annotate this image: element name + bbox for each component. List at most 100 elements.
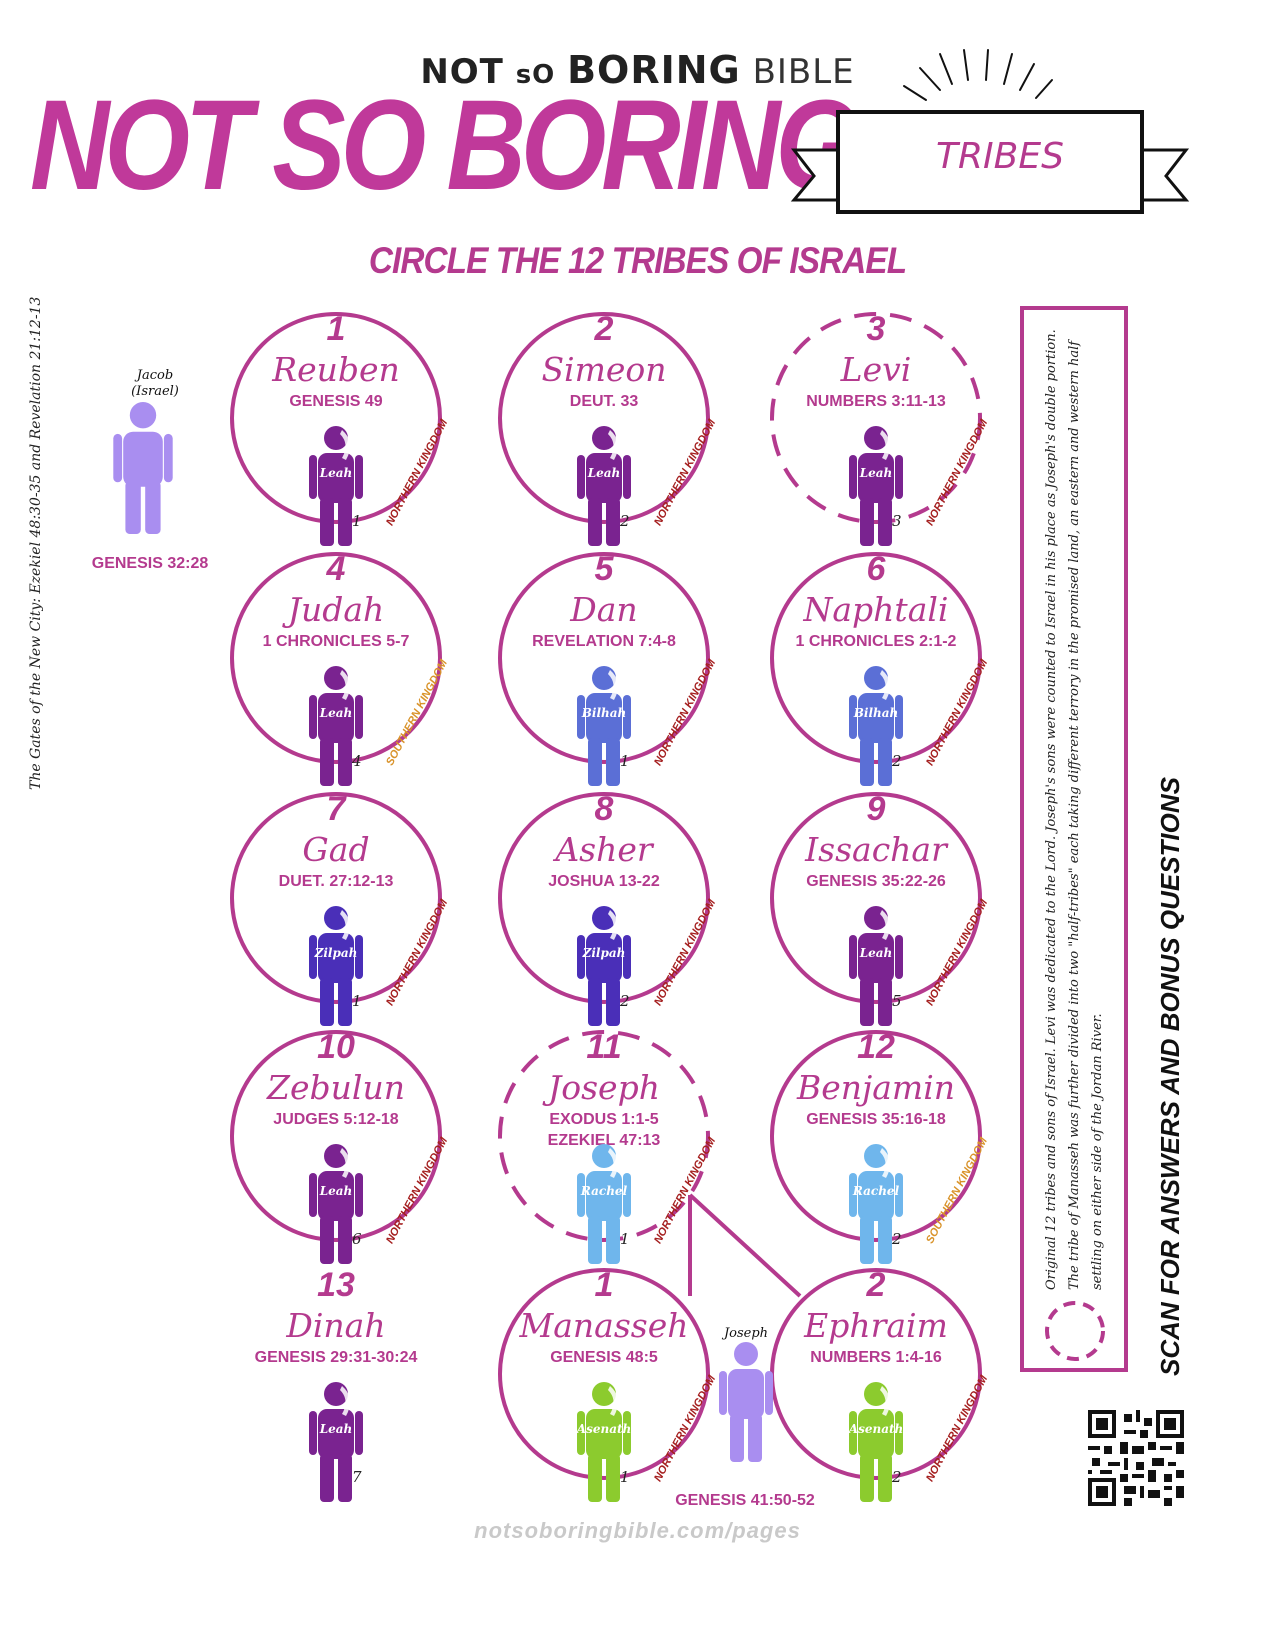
birth-order: 7 [352, 1468, 362, 1486]
tribe-circle[interactable] [494, 1026, 714, 1246]
mother-figure-icon [309, 666, 363, 786]
tribe-circle[interactable] [226, 548, 446, 768]
tribe-circle[interactable] [494, 1264, 714, 1484]
birth-order: 2 [892, 1468, 902, 1486]
tribe-number: 3 [866, 310, 886, 348]
tribe-circle[interactable] [766, 1026, 986, 1246]
mother-figure-icon [849, 666, 903, 786]
mother-name: Leah [319, 1184, 353, 1198]
mother-name: Rachel [580, 1184, 628, 1198]
birth-order: 1 [352, 512, 362, 530]
tribe-name: Ephraim [804, 1306, 948, 1345]
tribe-number: 1 [326, 310, 346, 348]
jacob-label: Jacob (Israel) [120, 368, 190, 400]
tribe-name: Naphtali [803, 590, 949, 629]
tribe-circle[interactable] [766, 308, 986, 528]
birth-order: 2 [892, 752, 902, 770]
tribe-number: 12 [857, 1028, 895, 1066]
tribe-name: Judah [287, 590, 385, 629]
tribe-reference: GENESIS 35:16-18 [806, 1111, 946, 1128]
page-title: NOT SO BORING [30, 74, 861, 217]
tribe-reference: JOSHUA 13-22 [548, 873, 660, 890]
tribe-number: 5 [594, 550, 614, 588]
birth-order: 2 [620, 512, 630, 530]
banner-label: TRIBES [936, 136, 1064, 177]
brand-part-2: sO [515, 60, 556, 90]
tribe-circle[interactable] [494, 548, 714, 768]
mother-name: Zilpah [582, 946, 626, 960]
birth-order: 1 [352, 992, 362, 1010]
brand-part-3: BORING [567, 48, 741, 92]
joseph-label: Joseph [723, 1326, 769, 1341]
mother-name: Asenath [848, 1422, 904, 1436]
mother-name: Asenath [576, 1422, 632, 1436]
mother-figure-icon [849, 1144, 903, 1264]
side-reference-text: The Gates of the New City: Ezekiel 48:30… [28, 296, 44, 790]
mother-name: Leah [587, 466, 621, 480]
tribe-circle[interactable] [226, 308, 446, 528]
tribe-circle[interactable] [766, 788, 986, 1008]
scan-prompt: SCAN FOR ANSWERS AND BONUS QUESTIONS [1155, 777, 1185, 1376]
mother-figure-icon [849, 1382, 903, 1502]
joseph-reference: GENESIS 41:50-52 [675, 1492, 815, 1509]
mother-figure-icon [577, 1382, 631, 1502]
tribe-number: 7 [326, 790, 346, 828]
tribe-circle[interactable] [226, 1026, 446, 1246]
qr-code-icon[interactable] [1088, 1410, 1184, 1506]
tribe-name: Benjamin [796, 1068, 956, 1107]
mother-name: Rachel [852, 1184, 900, 1198]
tribe-reference: EXODUS 1:1-5 [549, 1111, 659, 1128]
mother-name: Leah [319, 466, 353, 480]
tribe-number: 2 [594, 310, 614, 348]
tribe-number: 9 [866, 790, 886, 828]
tribe-number: 2 [866, 1266, 886, 1304]
tribe-name: Manasseh [519, 1306, 689, 1345]
jacob-name: Jacob [136, 368, 174, 383]
tribe-name: Zebulun [267, 1068, 405, 1107]
jacob-figure [113, 402, 173, 534]
tribe-name: Simeon [541, 350, 667, 389]
banner-ribbon [790, 49, 1190, 214]
mother-name: Leah [859, 466, 893, 480]
mother-figure-icon [309, 426, 363, 546]
jacob-alias: (Israel) [131, 384, 179, 399]
tribe-reference: GENESIS 29:31-30:24 [254, 1349, 418, 1366]
dashed-circle-legend-icon [1045, 1301, 1105, 1361]
brand-part-4: BIBLE [752, 52, 855, 92]
tribe-name: Levi [840, 350, 912, 389]
tribe-reference: REVELATION 7:4-8 [532, 633, 676, 650]
tribe-number: 1 [594, 1266, 614, 1304]
brand-logo: NOT sO BORING BIBLE [0, 48, 1275, 92]
mother-figure-icon [309, 906, 363, 1026]
tribe-reference: GENESIS 48:5 [550, 1349, 658, 1366]
tribe-number: 10 [317, 1028, 355, 1066]
tribe-reference: JUDGES 5:12-18 [273, 1111, 399, 1128]
tribe-circle[interactable] [226, 788, 446, 1008]
footer-url[interactable]: notsoboringbible.com/pages [474, 1518, 801, 1543]
birth-order: 4 [352, 752, 362, 770]
tribe-reference: 1 CHRONICLES 5-7 [262, 633, 410, 650]
tribe-number: 13 [317, 1266, 355, 1304]
tribe-name: Issachar [805, 830, 947, 869]
mother-name: Bilhah [581, 706, 627, 720]
subtitle: CIRCLE THE 12 TRIBES OF ISRAEL [368, 240, 907, 281]
note-text: Original 12 tribes and sons of Israel. L… [1044, 329, 1105, 1290]
mother-figure-icon [309, 1144, 363, 1264]
mother-figure-icon [577, 666, 631, 786]
mother-figure-icon [577, 1144, 631, 1264]
tribe-name: Reuben [272, 350, 400, 389]
tribe-number: 4 [326, 550, 346, 588]
tribe-reference: 1 CHRONICLES 2:1-2 [795, 633, 957, 650]
tribe-circle[interactable] [766, 548, 986, 768]
joseph-figure [719, 1342, 773, 1462]
tribe-circle[interactable] [494, 788, 714, 1008]
tribe-number: 8 [594, 790, 614, 828]
tribe-name: Asher [555, 830, 653, 869]
tribe-number: 6 [866, 550, 886, 588]
mother-figure-icon [577, 906, 631, 1026]
tribe-reference-2: EZEKIEL 47:13 [547, 1132, 661, 1149]
birth-order: 1 [620, 752, 630, 770]
tribe-circle[interactable] [494, 308, 714, 528]
tribe-reference: DEUT. 33 [569, 393, 639, 410]
jacob-reference: GENESIS 32:28 [91, 555, 209, 572]
